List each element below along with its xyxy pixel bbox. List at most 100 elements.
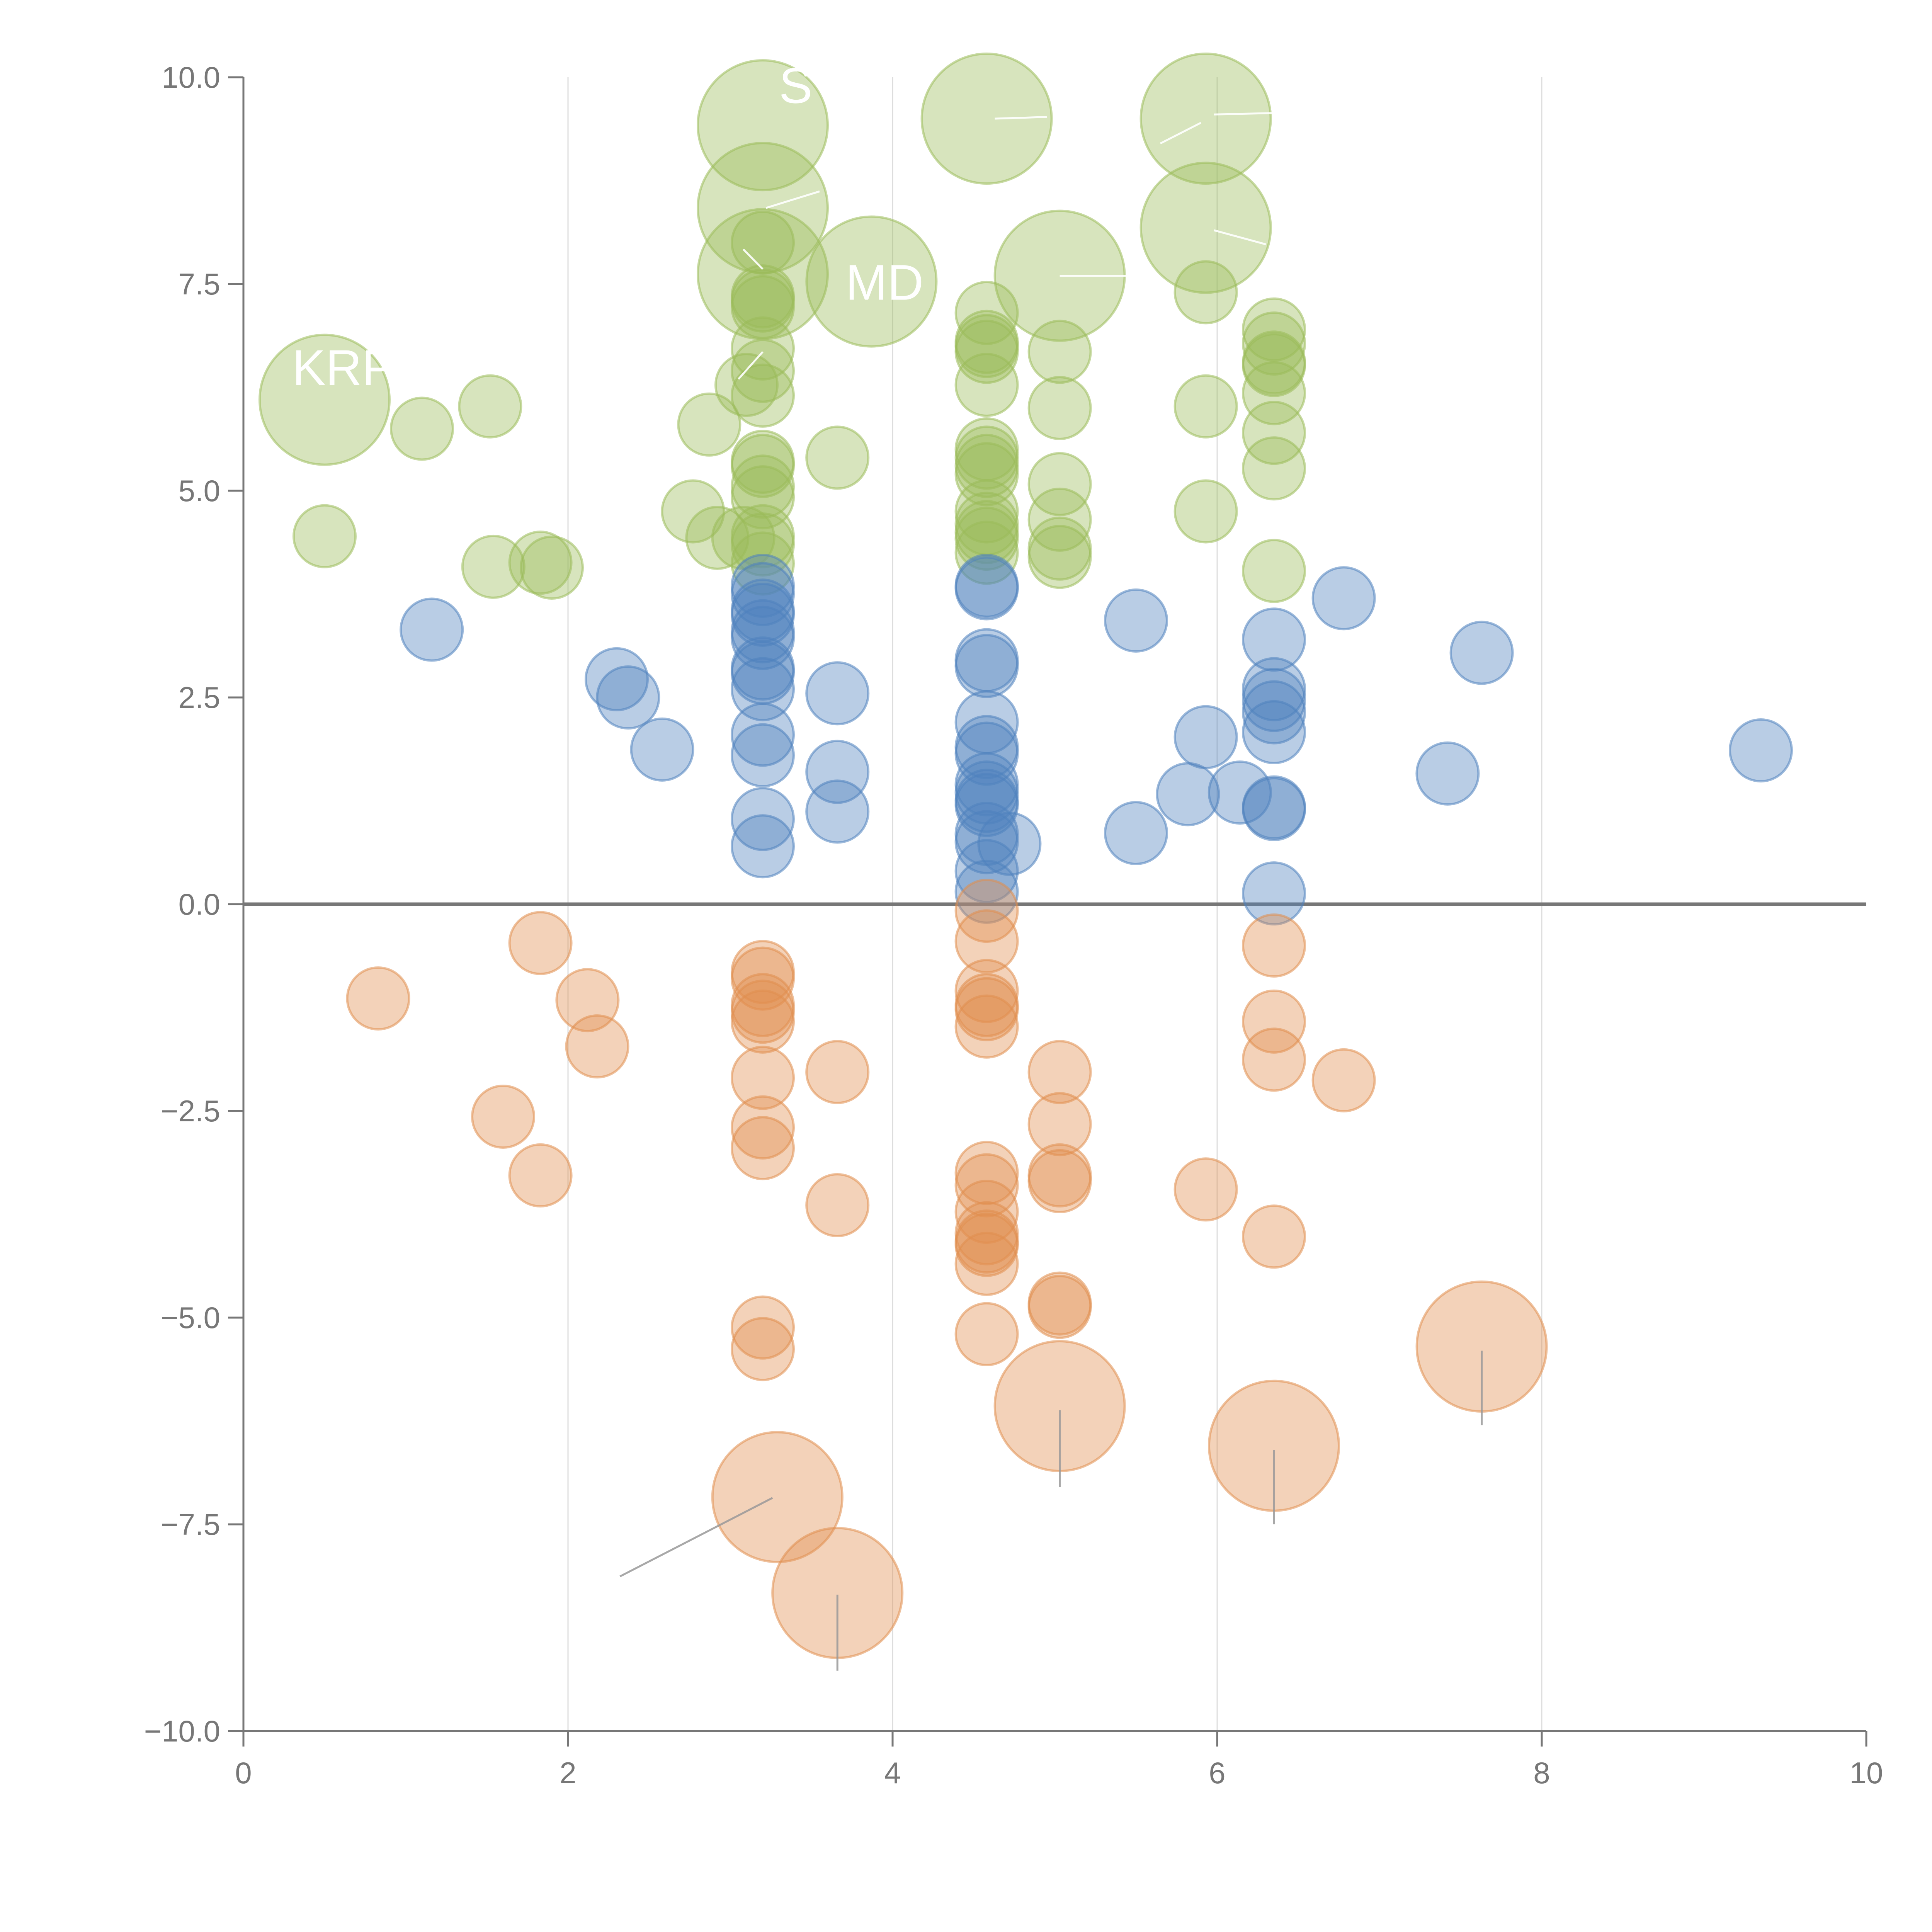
leader-6	[1214, 112, 1282, 116]
bubble-mid	[1242, 607, 1306, 672]
bubble-high	[954, 353, 1019, 417]
bubble-low	[731, 1317, 795, 1381]
bubble-mid	[596, 665, 660, 730]
bubble-mid	[585, 647, 649, 711]
bubble-high	[1242, 436, 1306, 501]
high-big-3	[697, 142, 829, 274]
bubble-low	[954, 1302, 1019, 1366]
bubble-mid	[1311, 566, 1376, 631]
bubble-high	[1027, 525, 1092, 589]
bubble-high	[1242, 361, 1306, 425]
high-big-9	[1139, 162, 1272, 294]
x-tick-label: 10	[1850, 1756, 1883, 1790]
bubble-high	[954, 520, 1019, 585]
high-big-6	[920, 53, 1053, 185]
bubble-high	[1173, 479, 1238, 544]
y-tick-label: 0.0	[179, 887, 220, 921]
bubble-mid	[1449, 621, 1514, 685]
x-tick-label: 8	[1533, 1756, 1550, 1790]
bubble-low	[731, 1295, 795, 1360]
y-tick-label: −10.0	[144, 1714, 220, 1748]
bubble-high	[677, 392, 742, 457]
bubble-mid	[1242, 700, 1306, 764]
bubble-high	[390, 396, 454, 461]
bubble-mid	[630, 717, 694, 782]
bubble-low	[1242, 1204, 1306, 1269]
bubble-mid	[954, 839, 1019, 903]
bubble-high	[1242, 539, 1306, 603]
bubble-high	[1027, 452, 1092, 516]
bubble-low	[1173, 1157, 1238, 1222]
bubble-high	[954, 507, 1019, 571]
bubble-high	[1173, 374, 1238, 439]
bubble-mid	[1104, 801, 1168, 865]
bubble-low	[805, 1173, 870, 1237]
bubble-low	[731, 1116, 795, 1180]
bubble-low	[805, 1040, 870, 1104]
bubble-high	[1027, 376, 1092, 440]
bubble-low	[954, 994, 1019, 1059]
bubble-mid	[731, 723, 795, 787]
bubble-high	[293, 504, 357, 568]
y-tick-label: −2.5	[161, 1094, 220, 1128]
bubble-low	[471, 1084, 535, 1149]
bubble-mid	[805, 740, 870, 804]
bubble-high	[805, 425, 870, 490]
bubble-labels: KRP S MD	[292, 57, 923, 396]
tick-labels: 10.0 7.5 5.0 2.5 0.0 −2.5 −5.0 −7.5 −10.0 0 2 4 6 8 10	[144, 60, 1883, 1790]
bubble-low	[954, 1213, 1019, 1277]
leader-2	[742, 248, 764, 270]
bubble-low	[1027, 1149, 1092, 1213]
bubble-mid	[1242, 680, 1306, 745]
bubble-high	[954, 442, 1019, 507]
bubble-mid	[1729, 718, 1793, 782]
bubble-low	[508, 911, 573, 975]
bubble-low	[1242, 913, 1306, 978]
leader-1	[765, 190, 820, 209]
bubble-low	[731, 1046, 795, 1110]
bubble-low	[954, 1153, 1019, 1218]
bubble-low	[1027, 1092, 1092, 1156]
bubble-low	[731, 980, 795, 1044]
high-big-2	[697, 59, 829, 192]
bubble-high	[731, 316, 795, 381]
bubble-low	[731, 989, 795, 1054]
bubble-mid	[1173, 705, 1238, 769]
bubble-mid	[954, 634, 1019, 698]
y-tick-label: 5.0	[179, 474, 220, 508]
bubble-high	[508, 531, 573, 595]
bubble-low	[508, 1143, 573, 1208]
bubble-high	[954, 281, 1019, 345]
bubble-label: MD	[845, 254, 923, 311]
bubble-mid	[954, 556, 1019, 621]
bubble-low	[954, 977, 1019, 1041]
bubble-low	[954, 909, 1019, 974]
leader-lines	[619, 112, 1483, 1671]
high-big-1	[259, 333, 391, 466]
bubble-low	[1027, 1040, 1092, 1104]
bubble-high	[954, 314, 1019, 378]
y-tick-label: −5.0	[161, 1301, 220, 1335]
bubble-label: S	[779, 57, 813, 114]
bubble-high	[1242, 401, 1306, 465]
leader-3	[738, 351, 764, 380]
bubble-low	[1242, 1027, 1306, 1092]
bubble-mid	[1242, 777, 1306, 841]
x-tick-label: 2	[560, 1756, 576, 1790]
bubble-points	[259, 53, 1793, 1659]
leader-7	[1160, 122, 1202, 145]
bubble-high	[461, 534, 526, 599]
bubble-high	[1242, 333, 1306, 397]
bubble-mid	[1104, 588, 1168, 653]
bubble-low	[731, 1095, 795, 1160]
bubble-high	[661, 479, 725, 544]
bubble-mid	[954, 773, 1019, 837]
x-tick-label: 0	[235, 1756, 252, 1790]
bubble-mid	[977, 811, 1042, 876]
bubble-high	[1027, 320, 1092, 384]
y-tick-label: 10.0	[162, 60, 220, 94]
bubble-high	[1027, 487, 1092, 552]
high-big-8	[1139, 53, 1272, 185]
